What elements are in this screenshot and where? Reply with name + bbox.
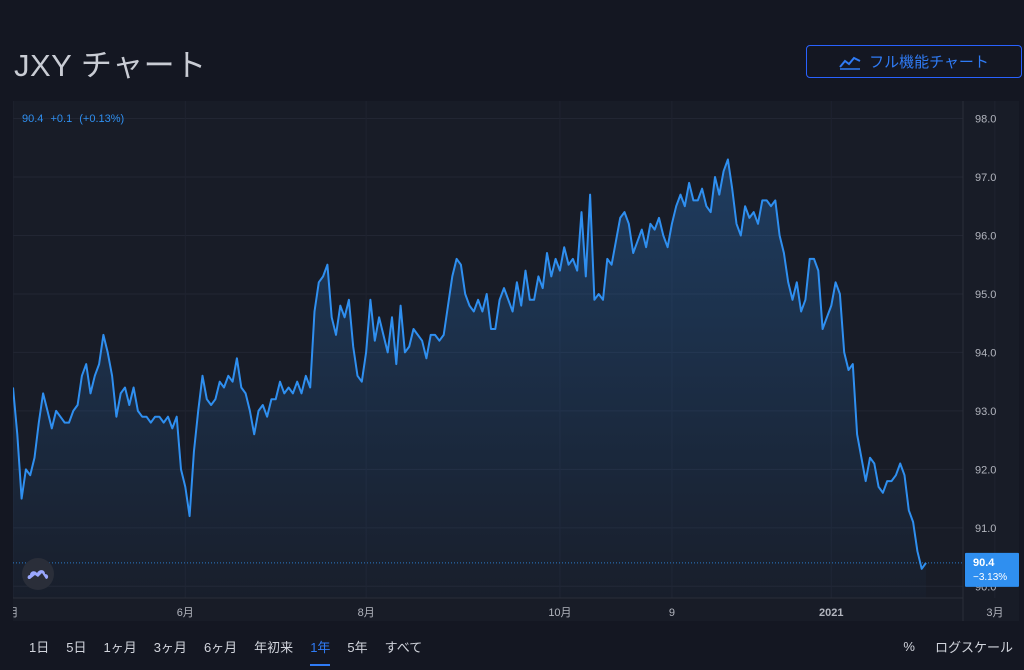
y-tick-label: 91.0: [975, 523, 996, 535]
x-tick-label: 9: [669, 607, 675, 619]
range-1m[interactable]: 1ヶ月: [103, 639, 137, 655]
chart-area[interactable]: 98.097.096.095.094.093.092.091.090.0月6月8…: [13, 101, 1019, 621]
range-toolbar: 1日 5日 1ヶ月 3ヶ月 6ヶ月 年初来 1年 5年 すべて % ログスケール: [13, 626, 1019, 666]
y-tick-label: 94.0: [975, 347, 996, 359]
x-tick-label: 2021: [819, 607, 843, 619]
y-tick-label: 97.0: [975, 172, 996, 184]
full-chart-button[interactable]: フル機能チャート: [806, 45, 1022, 78]
scale-tools: % ログスケール: [903, 637, 1013, 656]
x-tick-label: 3月: [986, 607, 1003, 619]
y-tick-label: 98.0: [975, 114, 996, 126]
x-tick-label: 月: [13, 607, 19, 619]
x-tick-label: 6月: [177, 607, 194, 619]
cloud-logo-icon: [27, 570, 49, 579]
legend-change-pct: (+0.13%): [79, 113, 125, 125]
brand-logo[interactable]: [22, 558, 54, 590]
log-scale-button[interactable]: ログスケール: [934, 639, 1013, 655]
range-1y[interactable]: 1年: [310, 633, 331, 666]
range-6m[interactable]: 6ヶ月: [203, 639, 238, 655]
last-price-badge-bg: [965, 552, 1019, 587]
y-tick-label: 93.0: [975, 406, 996, 418]
percent-scale-button[interactable]: %: [903, 638, 915, 654]
last-price-value: 90.4: [973, 557, 995, 569]
price-area: [13, 159, 926, 598]
chart-line-icon: [839, 56, 861, 70]
range-all[interactable]: すべて: [384, 639, 423, 655]
range-5d[interactable]: 5日: [66, 639, 87, 655]
legend-change: +0.1: [50, 113, 73, 125]
full-chart-label: フル機能チャート: [869, 54, 989, 71]
last-price-badge: 90.4 −3.13%: [965, 552, 1019, 587]
y-tick-label: 95.0: [975, 289, 996, 301]
range-ytd[interactable]: 年初来: [254, 639, 294, 655]
range-1d[interactable]: 1日: [29, 639, 50, 655]
y-tick-label: 92.0: [975, 464, 996, 476]
legend-price: 90.4: [22, 113, 44, 125]
y-tick-label: 96.0: [975, 230, 996, 242]
range-5y[interactable]: 5年: [347, 639, 368, 655]
range-3m[interactable]: 3ヶ月: [153, 639, 187, 655]
page-title: JXY チャート: [14, 48, 207, 83]
last-price-change: −3.13%: [973, 572, 1007, 583]
x-tick-label: 8月: [358, 607, 375, 619]
chart-legend: 90.4 +0.1 (+0.13%): [22, 113, 128, 125]
price-chart[interactable]: 98.097.096.095.094.093.092.091.090.0月6月8…: [13, 101, 1019, 621]
price-line: [13, 158, 927, 570]
x-tick-label: 10月: [548, 607, 571, 619]
